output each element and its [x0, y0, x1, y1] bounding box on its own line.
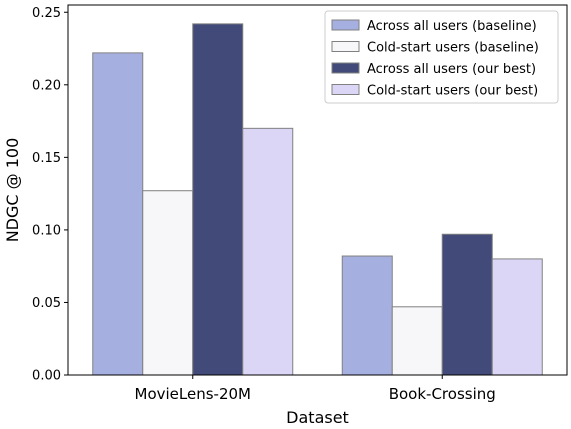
legend-label: Across all users (baseline): [367, 19, 537, 34]
x-axis-title: Dataset: [286, 408, 349, 427]
bar-0-3: [242, 127, 294, 376]
bar-1-3: [491, 258, 543, 376]
y-tick-label: 0.05: [32, 296, 61, 311]
x-tick-label: Book-Crossing: [389, 385, 496, 403]
plot-frame: [67, 4, 568, 376]
bar-0-1: [142, 190, 194, 376]
bar-1-1: [391, 306, 443, 376]
legend-label: Cold-start users (our best): [367, 84, 538, 99]
y-axis-title: NDGC @ 100: [3, 138, 22, 243]
legend: Across all users (baseline) Cold-start us…: [324, 10, 559, 104]
bar-1-2: [441, 233, 493, 376]
y-tick-label: 0.10: [32, 223, 61, 238]
legend-swatch: [331, 84, 360, 95]
x-tick-label: MovieLens-20M: [135, 385, 251, 403]
y-tick-label: 0.25: [32, 6, 61, 21]
y-tick-label: 0.00: [32, 369, 61, 384]
legend-swatch: [331, 62, 360, 74]
legend-box: [324, 10, 559, 104]
legend-label: Across all users (our best): [367, 62, 536, 77]
legend-swatch: [331, 19, 360, 31]
legend-swatch: [331, 41, 360, 52]
y-tick-label: 0.20: [32, 78, 61, 93]
bar-0-2: [192, 23, 244, 376]
legend-label: Cold-start users (baseline): [367, 41, 539, 56]
bar-0-0: [92, 52, 144, 376]
y-tick-label: 0.15: [32, 151, 61, 166]
bars-layer: [92, 23, 543, 376]
y-axis-ticks: 0.00 0.05 0.10 0.15 0.20 0.25: [32, 6, 68, 384]
x-axis-ticks: MovieLens-20M Book-Crossing: [135, 375, 496, 403]
bar-1-0: [341, 255, 393, 376]
